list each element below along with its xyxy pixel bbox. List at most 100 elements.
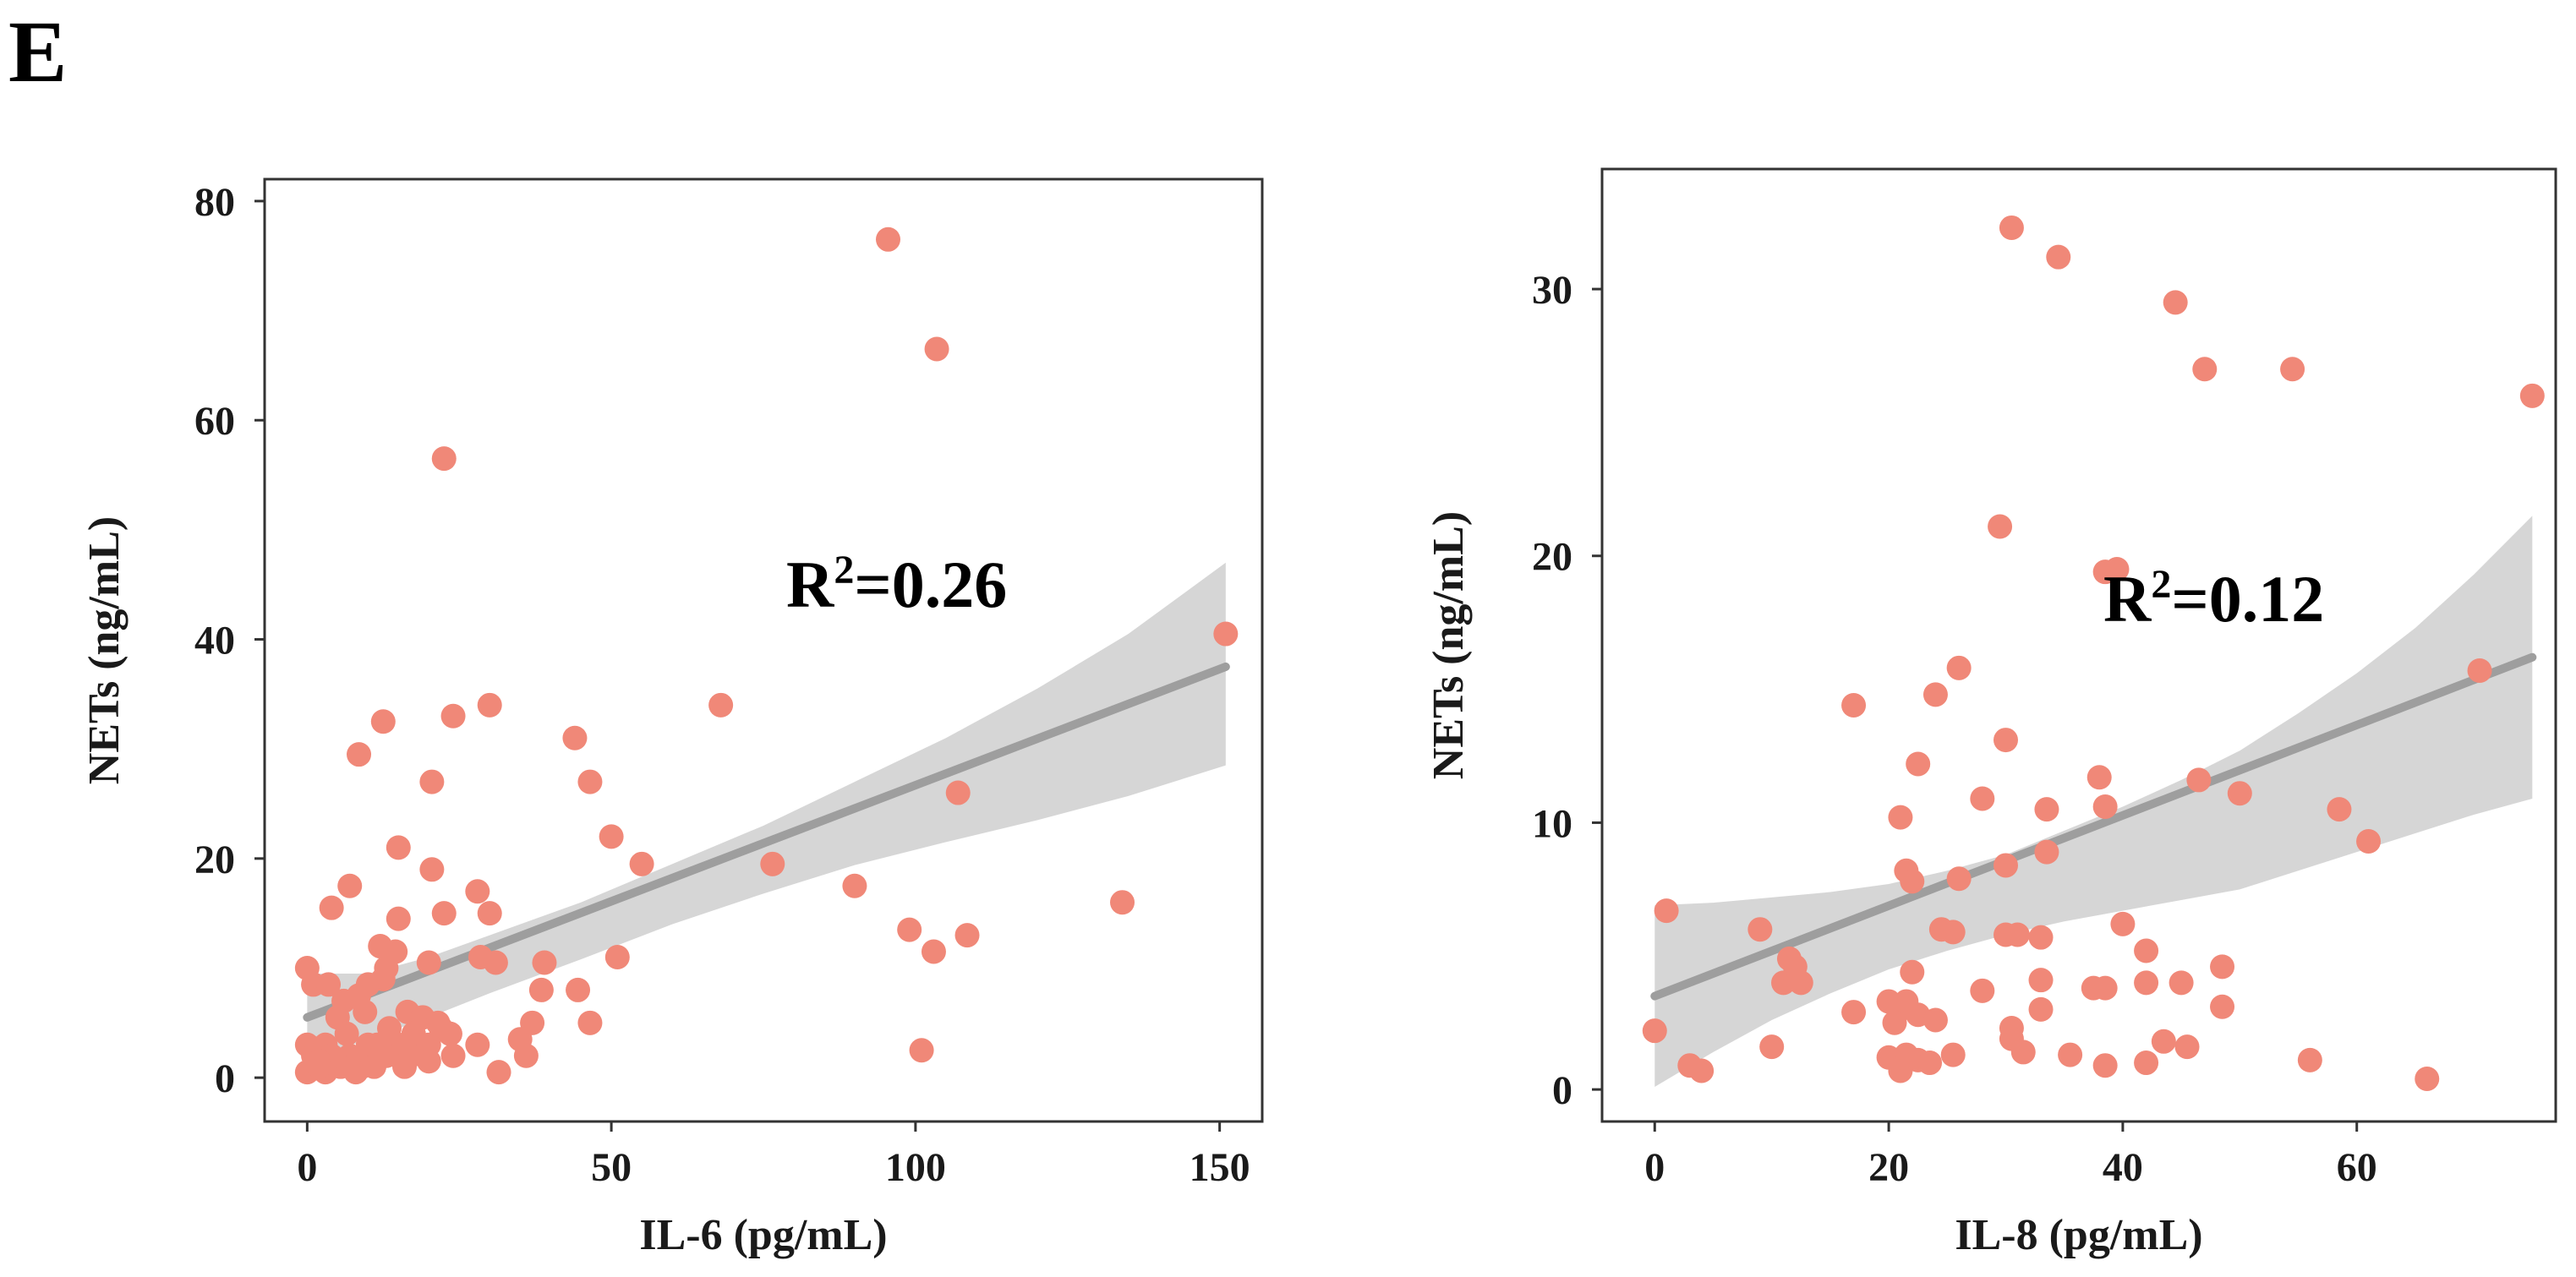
data-point [1970, 786, 1995, 811]
x-tick-label: 100 [885, 1145, 946, 1190]
data-point [386, 835, 411, 860]
data-point [1922, 682, 1948, 707]
data-point [1642, 1018, 1667, 1044]
data-point [1841, 693, 1867, 718]
data-point [2134, 970, 2159, 996]
data-point [954, 923, 980, 948]
data-point [1110, 890, 1135, 915]
data-point [2467, 658, 2492, 683]
data-point [1940, 920, 1966, 945]
y-axis-label: NETs (ng/mL) [80, 516, 129, 784]
data-point [2519, 383, 2545, 408]
data-point [1654, 898, 1679, 924]
data-point [2092, 559, 2118, 585]
y-tick-label: 30 [1532, 268, 1572, 313]
y-tick-label: 80 [194, 180, 235, 225]
data-point [1900, 869, 1925, 894]
x-tick-label: 50 [591, 1145, 632, 1190]
data-point [760, 851, 785, 876]
data-point [468, 945, 493, 970]
data-point [562, 725, 588, 750]
data-point [708, 692, 734, 718]
data-point [386, 906, 411, 931]
x-axis-label: IL-6 (pg/mL) [639, 1211, 887, 1259]
data-point [1999, 1026, 2024, 1051]
data-point [1888, 805, 1913, 830]
data-point [465, 879, 490, 904]
data-point [2034, 797, 2059, 822]
data-point [2192, 357, 2218, 382]
scatter-chart-il8: 0 20 40 60 0 10 20 30 IL-8 (pg/mL) NETs (ng/mL) R2… [1425, 167, 2557, 1259]
data-point [316, 972, 342, 997]
data-point [2092, 975, 2118, 1001]
data-point [343, 1060, 369, 1085]
data-point [924, 336, 949, 362]
data-point [2087, 765, 2112, 790]
scatter-chart-il6: 0 50 100 150 0 20 40 60 80 IL-6 (pg/mL) NETs (ng/m… [80, 177, 1264, 1259]
data-point [1917, 1051, 1943, 1076]
data-point [2028, 925, 2054, 950]
data-point [1906, 751, 1931, 777]
data-point [419, 857, 445, 882]
data-point [1213, 621, 1239, 647]
data-point [477, 901, 502, 926]
data-point [1771, 970, 1797, 996]
data-point [2092, 1053, 2118, 1078]
data-point [532, 950, 557, 975]
data-point [307, 1054, 332, 1079]
data-point [1922, 1007, 1948, 1033]
data-point [629, 851, 654, 876]
panel-letter: E [8, 3, 68, 101]
data-point [1993, 728, 2018, 753]
data-point [1993, 853, 2018, 878]
data-point [1747, 917, 1773, 942]
data-point [599, 824, 624, 849]
x-tick-label: 40 [2103, 1145, 2143, 1190]
data-point [486, 1060, 511, 1085]
data-point [528, 977, 554, 1002]
data-point [319, 895, 344, 920]
data-point [2297, 1047, 2322, 1072]
data-point [416, 950, 441, 975]
y-tick-label: 20 [1532, 535, 1572, 580]
data-point [2210, 954, 2235, 980]
data-point [1940, 1042, 1966, 1067]
data-point [440, 703, 466, 729]
data-point [1900, 959, 1925, 985]
data-point [334, 1021, 359, 1046]
data-point [577, 1010, 603, 1035]
data-point [431, 446, 457, 472]
data-point [347, 742, 372, 767]
data-point [2151, 1029, 2176, 1054]
data-point [2034, 839, 2059, 865]
data-point [1946, 866, 1972, 892]
data-point [391, 1054, 417, 1079]
y-tick-label: 20 [194, 838, 235, 882]
data-point [945, 780, 971, 805]
y-tick-label: 0 [1552, 1068, 1572, 1113]
x-tick-label: 150 [1190, 1145, 1250, 1190]
data-point [1788, 970, 1813, 996]
regression-line [1650, 652, 2537, 1001]
data-point [2174, 1034, 2200, 1060]
data-point [337, 873, 363, 898]
data-point [513, 1043, 539, 1068]
data-point [1988, 514, 2013, 539]
data-point [437, 1021, 462, 1046]
confidence-band [1654, 516, 2533, 1087]
y-tick-label: 0 [215, 1056, 235, 1101]
data-point [2227, 781, 2252, 806]
data-point [477, 692, 502, 718]
data-point [2004, 922, 2030, 947]
plot-frame [1600, 167, 2557, 1123]
data-point [431, 901, 457, 926]
y-tick-label: 10 [1532, 801, 1572, 846]
data-point [577, 769, 603, 794]
x-tick-label: 0 [297, 1145, 317, 1190]
data-point [909, 1038, 934, 1063]
regression-line [303, 662, 1230, 1022]
data-point [2134, 938, 2159, 963]
data-point [2280, 357, 2305, 382]
y-axis-label: NETs (ng/mL) [1425, 511, 1473, 779]
